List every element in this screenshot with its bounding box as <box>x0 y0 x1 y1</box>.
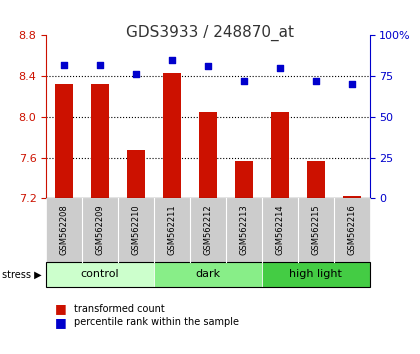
Text: GSM562210: GSM562210 <box>131 205 141 256</box>
Bar <box>271 112 289 198</box>
Bar <box>127 150 145 198</box>
Bar <box>163 73 181 198</box>
Text: GSM562211: GSM562211 <box>168 205 176 256</box>
Point <box>133 72 139 77</box>
Text: GSM562215: GSM562215 <box>311 205 320 256</box>
Text: transformed count: transformed count <box>74 304 164 314</box>
Bar <box>55 84 73 198</box>
Text: GSM562209: GSM562209 <box>96 205 105 256</box>
Text: percentile rank within the sample: percentile rank within the sample <box>74 317 239 327</box>
Text: ■: ■ <box>55 302 66 315</box>
Bar <box>343 196 361 198</box>
Text: high light: high light <box>289 269 342 279</box>
Point <box>276 65 283 71</box>
Point <box>168 57 175 63</box>
Bar <box>199 112 217 198</box>
Text: GSM562213: GSM562213 <box>239 205 248 256</box>
Text: GSM562216: GSM562216 <box>347 205 356 256</box>
Point <box>97 62 103 68</box>
Text: GSM562208: GSM562208 <box>60 205 68 256</box>
Point <box>61 62 68 68</box>
Text: dark: dark <box>195 269 220 279</box>
Text: GSM562214: GSM562214 <box>275 205 284 256</box>
Text: GDS3933 / 248870_at: GDS3933 / 248870_at <box>126 25 294 41</box>
Text: control: control <box>81 269 119 279</box>
Point <box>312 78 319 84</box>
Point <box>348 81 355 87</box>
Text: ■: ■ <box>55 316 66 329</box>
Point <box>241 78 247 84</box>
Point <box>205 63 211 69</box>
Text: GSM562212: GSM562212 <box>203 205 213 256</box>
Text: stress ▶: stress ▶ <box>3 269 42 279</box>
Bar <box>91 84 109 198</box>
Bar <box>307 161 325 198</box>
Bar <box>235 161 253 198</box>
